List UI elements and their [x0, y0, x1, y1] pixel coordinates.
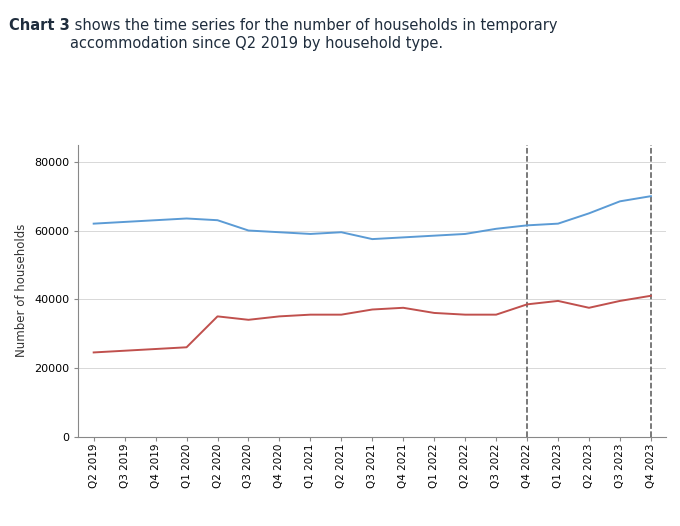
Y-axis label: Number of households: Number of households [16, 224, 29, 357]
Text: shows the time series for the number of households in temporary
accommodation si: shows the time series for the number of … [69, 18, 557, 51]
Text: Chart 3: Chart 3 [9, 18, 69, 34]
